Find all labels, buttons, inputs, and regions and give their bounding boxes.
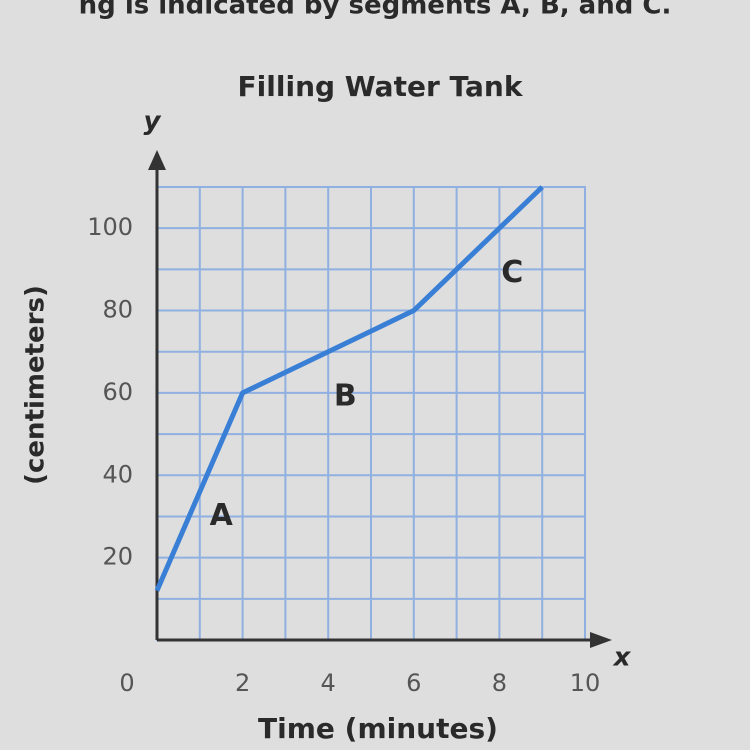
- x-tick-label: 4: [321, 669, 336, 697]
- x-axis-label: Time (minutes): [258, 712, 498, 745]
- y-tick-label: 100: [87, 213, 133, 241]
- x-tick-label: 8: [492, 669, 507, 697]
- y-tick-label: 20: [102, 543, 133, 571]
- x-tick-label: 6: [406, 669, 421, 697]
- x-tick-label: 0: [119, 669, 134, 697]
- segment-label: C: [501, 255, 523, 290]
- x-axis-name: x: [612, 643, 632, 673]
- data-line: [154, 185, 544, 592]
- chart-title: Filling Water Tank: [238, 70, 524, 103]
- x-arrow: [590, 632, 612, 648]
- x-tick-label: 10: [570, 669, 601, 697]
- y-axis-name: y: [144, 107, 162, 137]
- x-tick-label: 2: [235, 669, 250, 697]
- segment-label: A: [210, 498, 234, 533]
- y-tick-label: 60: [102, 378, 133, 406]
- y-axis-label: (centimeters): [21, 285, 51, 485]
- y-tick-label: 40: [102, 460, 133, 488]
- header-fragment: ng is indicated by segments A, B, and C.: [79, 0, 672, 21]
- y-tick-label: 80: [102, 296, 133, 324]
- segment-label: B: [334, 379, 357, 414]
